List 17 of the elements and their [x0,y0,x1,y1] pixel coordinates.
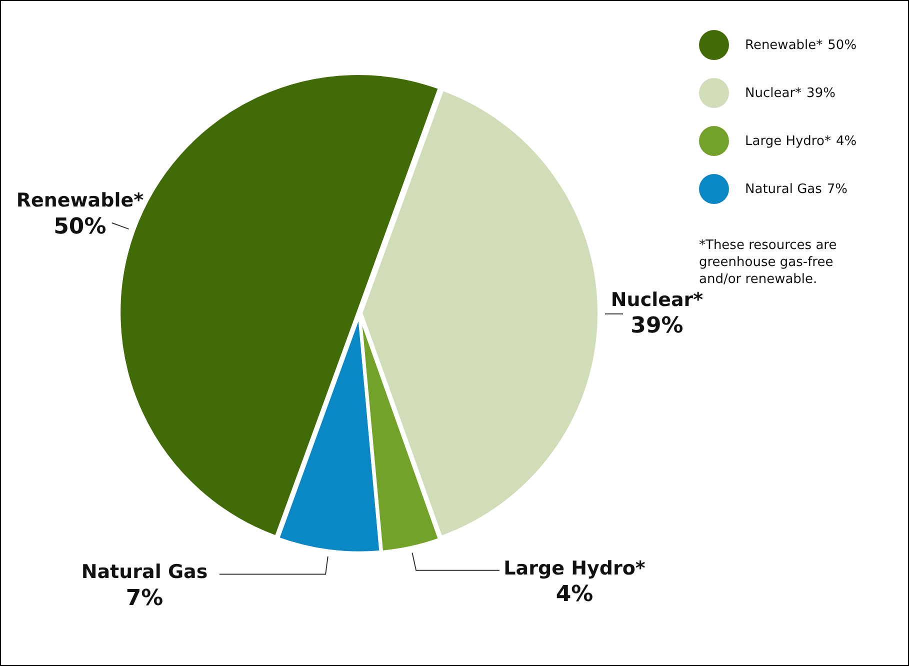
data-label: 4% [556,582,594,608]
slice-label: Large Hydro* [504,557,646,580]
text: 39% [806,86,836,100]
text: 7% [826,182,848,196]
text: 4% [836,134,857,148]
slice-label: Natural Gas [81,561,208,584]
legend-label: Nuclear* [745,86,802,100]
legend-label: Large Hydro* [745,134,831,148]
slice-label: Renewable* [16,190,144,212]
legend-label: Renewable* [745,38,823,52]
legend-label: Natural Gas [745,182,822,196]
text: *These resources are greenhouse gas-free and/or renewable. [699,237,838,288]
data-label: 50% [54,214,106,240]
slice-label: Nuclear* [610,288,704,311]
text: 50% [828,38,857,52]
data-label: 39% [630,314,684,339]
data-label: 7% [126,586,164,612]
